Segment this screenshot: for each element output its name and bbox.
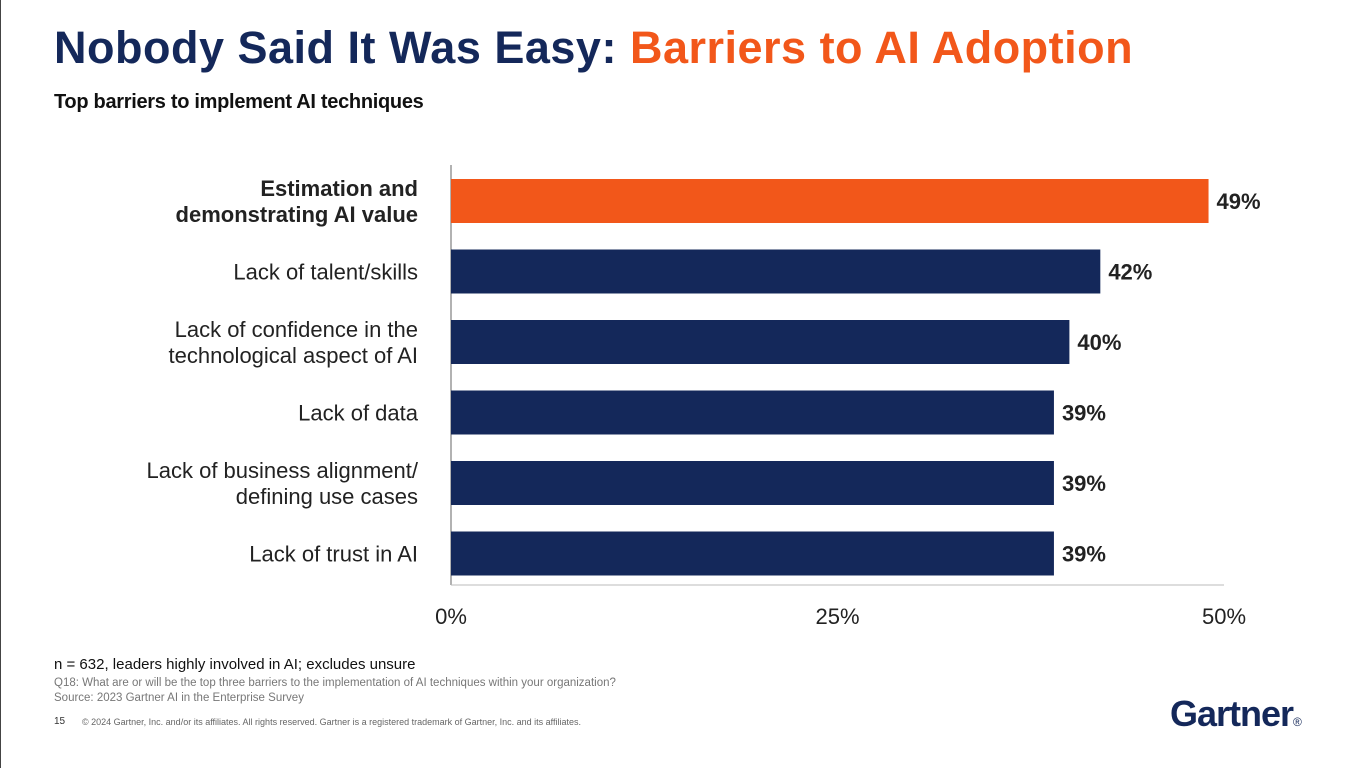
category-label-6-line-1: Lack of trust in AI: [249, 542, 418, 567]
category-label-5-line-1: Lack of business alignment/: [147, 458, 419, 483]
bar-1: [451, 179, 1209, 223]
category-label-1-line-1: Estimation and: [260, 176, 418, 201]
page-title: Nobody Said It Was Easy: Barriers to AI …: [54, 22, 1133, 74]
bar-3: [451, 320, 1070, 364]
bar-4: [451, 390, 1054, 435]
category-label-3-line-2: technological aspect of AI: [169, 343, 419, 368]
value-label-2: 42%: [1108, 260, 1152, 285]
bar-6: [451, 531, 1054, 576]
category-label-5-line-2: defining use cases: [236, 484, 418, 509]
category-label-4-line-1: Lack of data: [298, 401, 419, 426]
survey-question: Q18: What are or will be the top three b…: [54, 677, 616, 689]
copyright-notice: © 2024 Gartner, Inc. and/or its affiliat…: [82, 717, 582, 727]
sample-note: n = 632, leaders highly involved in AI; …: [54, 656, 416, 673]
title-accent: Barriers to AI Adoption: [629, 22, 1134, 73]
chart-subtitle: Top barriers to implement AI techniques: [54, 91, 424, 113]
source-note: Source: 2023 Gartner AI in the Enterpris…: [54, 692, 304, 704]
value-label-5: 39%: [1062, 471, 1106, 496]
registered-mark: ®: [1293, 715, 1302, 729]
page-number: 15: [54, 716, 66, 727]
category-label-1-line-2: demonstrating AI value: [176, 202, 418, 227]
logo-text: Gartner: [1170, 693, 1294, 734]
bar-2: [451, 249, 1101, 294]
category-label-2-line-1: Lack of talent/skills: [233, 260, 418, 285]
title-main: Nobody Said It Was Easy:: [54, 22, 630, 73]
category-label-3-line-1: Lack of confidence in the: [175, 317, 418, 342]
x-tick-label-2: 25%: [815, 604, 859, 629]
slide-left-border: [0, 0, 1, 768]
x-tick-label-3: 50%: [1202, 604, 1246, 629]
x-tick-label-1: 0%: [435, 604, 467, 629]
value-label-6: 39%: [1062, 542, 1106, 567]
gartner-logo: Gartner®: [1170, 693, 1302, 735]
value-label-4: 39%: [1062, 401, 1106, 426]
value-label-1: 49%: [1217, 189, 1261, 214]
bar-5: [451, 461, 1054, 505]
value-label-3: 40%: [1077, 330, 1121, 355]
